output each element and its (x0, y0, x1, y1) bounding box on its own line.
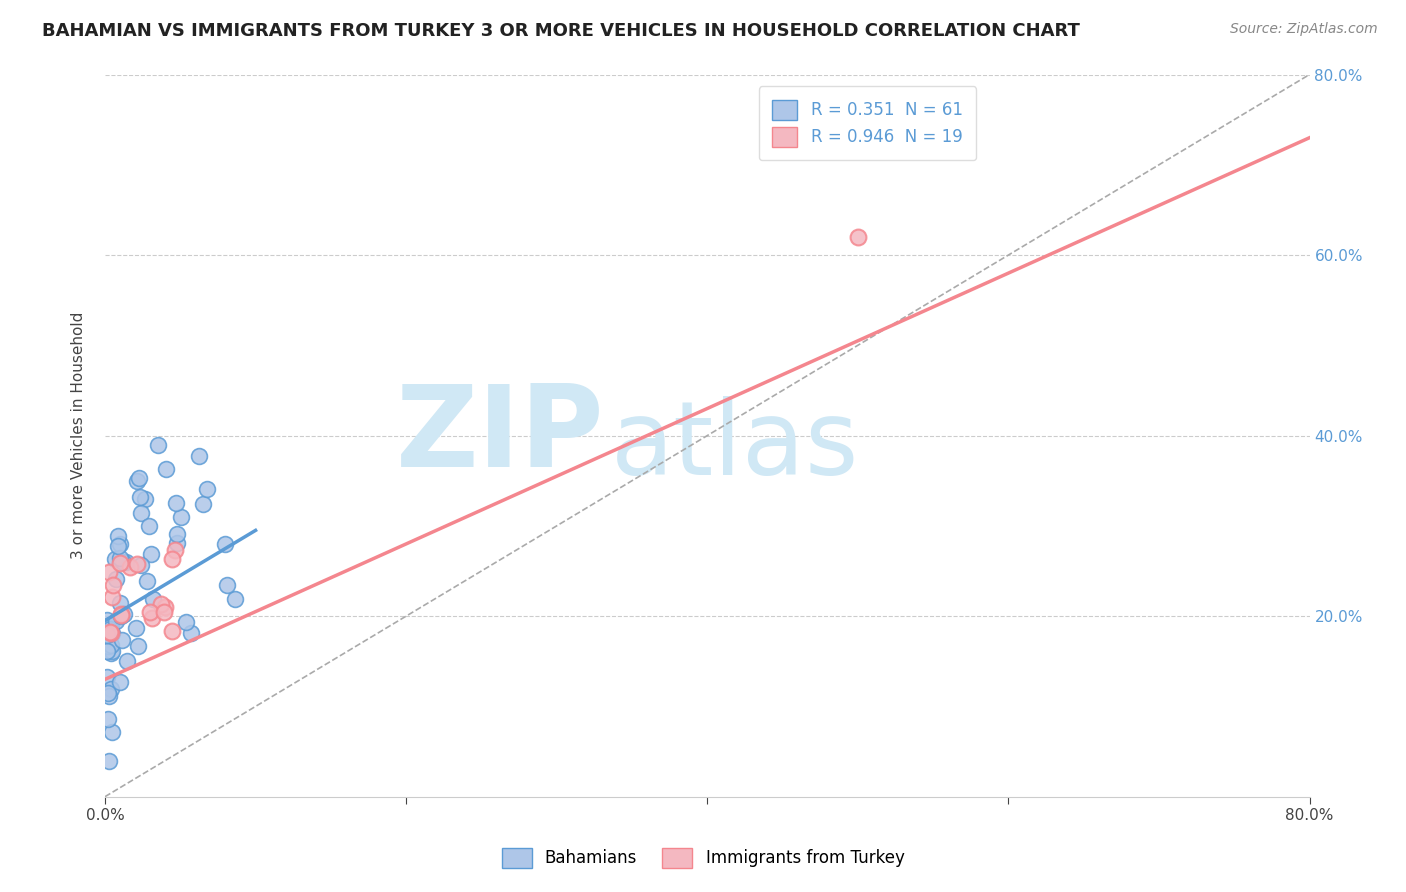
Point (146, 437, 169, 451)
Point (98, 625, 121, 640)
Text: atlas: atlas (610, 396, 859, 497)
Legend: R = 0.351  N = 61, R = 0.946  N = 19: R = 0.351 N = 61, R = 0.946 N = 19 (759, 87, 976, 161)
Point (96, 613, 118, 627)
Point (125, 475, 148, 489)
Point (141, 611, 163, 625)
Point (166, 526, 188, 541)
Text: BAHAMIAN VS IMMIGRANTS FROM TURKEY 3 OR MORE VEHICLES IN HOUSEHOLD CORRELATION C: BAHAMIAN VS IMMIGRANTS FROM TURKEY 3 OR … (42, 22, 1080, 40)
Point (131, 558, 153, 572)
Point (120, 559, 142, 574)
Point (100, 626, 122, 640)
Point (101, 724, 124, 739)
Point (104, 614, 127, 628)
Point (214, 537, 236, 551)
Point (127, 639, 149, 653)
Point (165, 495, 187, 509)
Point (110, 632, 132, 647)
Point (138, 519, 160, 533)
Point (96, 644, 118, 658)
Point (98, 623, 121, 637)
Point (103, 552, 125, 566)
Point (111, 555, 134, 569)
Point (125, 621, 148, 635)
Point (115, 556, 138, 570)
Point (110, 607, 132, 622)
Point (152, 605, 174, 619)
Point (195, 482, 218, 496)
Point (224, 591, 246, 606)
Point (100, 638, 122, 652)
Point (107, 529, 129, 543)
Point (108, 556, 131, 570)
Legend: Bahamians, Immigrants from Turkey: Bahamians, Immigrants from Turkey (495, 841, 911, 875)
Point (134, 492, 156, 507)
Point (100, 646, 122, 660)
Point (100, 618, 122, 632)
Point (108, 551, 131, 566)
Y-axis label: 3 or more Vehicles in Household: 3 or more Vehicles in Household (72, 312, 86, 559)
Point (125, 557, 148, 571)
Point (136, 574, 159, 588)
Point (96, 628, 118, 642)
Point (100, 682, 122, 697)
Point (97, 686, 120, 700)
Point (139, 547, 162, 561)
Point (180, 625, 202, 640)
Point (100, 590, 122, 604)
Point (97, 565, 120, 579)
Point (107, 539, 129, 553)
Point (155, 462, 177, 476)
Point (97, 689, 120, 703)
Point (166, 536, 188, 550)
Point (98, 618, 121, 632)
Point (98, 754, 121, 768)
Point (128, 471, 150, 485)
Point (104, 572, 127, 586)
Point (191, 497, 214, 511)
Point (215, 578, 238, 592)
Point (115, 655, 138, 669)
Point (110, 607, 132, 621)
Point (108, 537, 131, 551)
Point (96, 670, 118, 684)
Point (98, 640, 121, 654)
Point (155, 600, 177, 615)
Point (98, 622, 121, 636)
Point (108, 674, 131, 689)
Point (846, 230, 869, 244)
Point (97, 639, 120, 653)
Point (142, 591, 165, 606)
Point (162, 624, 184, 638)
Point (176, 615, 198, 629)
Point (97, 712, 120, 726)
Point (165, 543, 187, 558)
Point (139, 605, 162, 619)
Point (101, 643, 124, 657)
Text: ZIP: ZIP (396, 380, 605, 491)
Point (150, 597, 173, 611)
Point (162, 552, 184, 566)
Point (129, 490, 152, 504)
Point (112, 607, 135, 621)
Point (170, 509, 193, 524)
Point (110, 597, 132, 611)
Point (187, 450, 209, 464)
Text: Source: ZipAtlas.com: Source: ZipAtlas.com (1230, 22, 1378, 37)
Point (101, 626, 124, 640)
Point (101, 577, 124, 591)
Point (110, 608, 132, 623)
Point (129, 506, 152, 520)
